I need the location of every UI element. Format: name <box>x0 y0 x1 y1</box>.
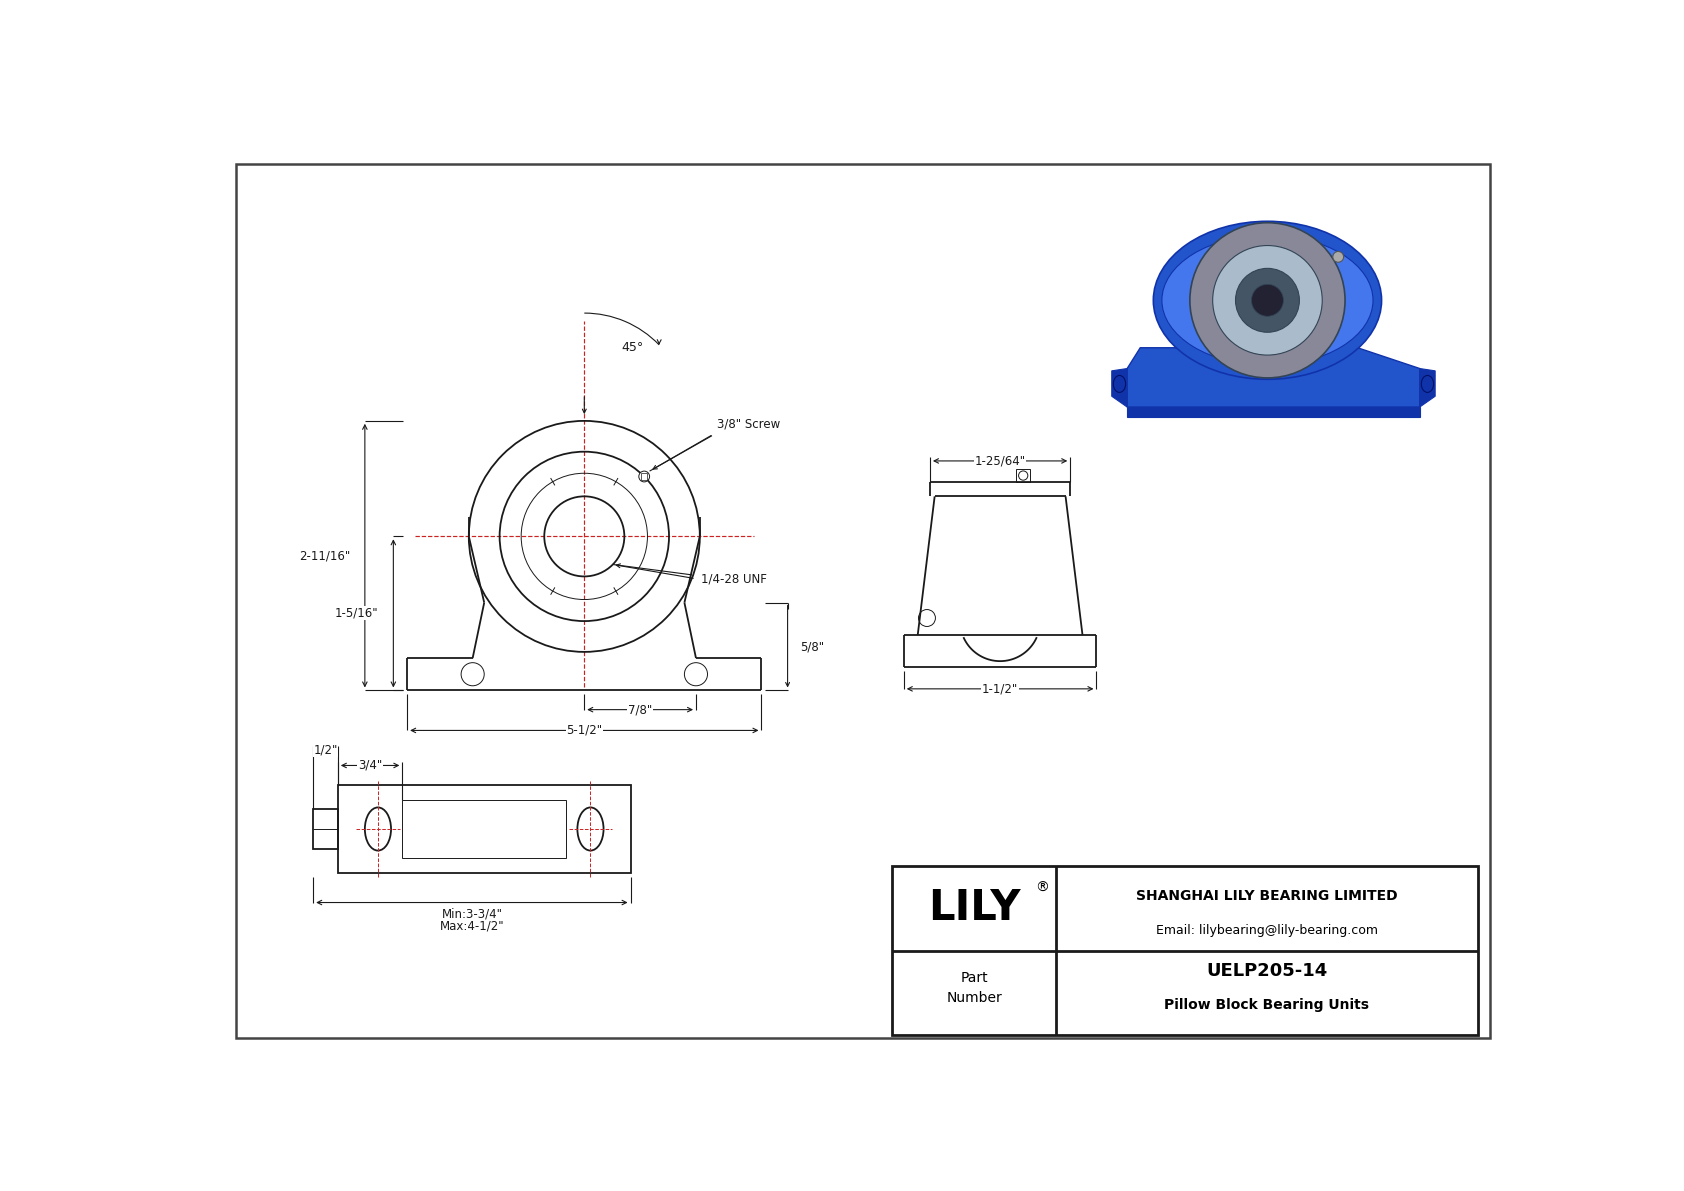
Text: 1/4-28 UNF: 1/4-28 UNF <box>701 572 768 585</box>
Text: 1-5/16": 1-5/16" <box>335 607 379 619</box>
Text: 45°: 45° <box>621 341 643 354</box>
Polygon shape <box>1420 368 1435 407</box>
Ellipse shape <box>1154 222 1381 379</box>
Circle shape <box>1332 251 1344 262</box>
Text: 1-1/2": 1-1/2" <box>982 682 1019 696</box>
Text: ®: ® <box>1036 881 1049 894</box>
Text: UELP205-14: UELP205-14 <box>1206 962 1327 980</box>
Text: 2-11/16": 2-11/16" <box>300 549 350 562</box>
Bar <box>1120 210 1428 425</box>
Text: 3/8" Screw: 3/8" Screw <box>717 417 781 430</box>
Ellipse shape <box>1113 375 1125 392</box>
Ellipse shape <box>1162 235 1372 366</box>
Text: LILY: LILY <box>928 887 1021 929</box>
Circle shape <box>1191 223 1346 378</box>
Ellipse shape <box>1421 375 1433 392</box>
Bar <box>402 800 566 858</box>
Bar <box>313 809 338 849</box>
Text: Part
Number: Part Number <box>946 971 1002 1005</box>
Bar <box>338 785 630 873</box>
Text: Pillow Block Bearing Units: Pillow Block Bearing Units <box>1164 998 1369 1012</box>
Bar <box>642 473 647 480</box>
Polygon shape <box>1127 348 1420 407</box>
Text: SHANGHAI LILY BEARING LIMITED: SHANGHAI LILY BEARING LIMITED <box>1137 890 1398 904</box>
Text: 5-1/2": 5-1/2" <box>566 724 603 737</box>
Circle shape <box>1212 245 1322 355</box>
Text: Min:3-3/4": Min:3-3/4" <box>441 908 502 921</box>
Text: 7/8": 7/8" <box>628 703 652 716</box>
Bar <box>893 866 1477 1035</box>
Circle shape <box>638 472 650 482</box>
Polygon shape <box>1111 368 1127 407</box>
Text: 1-25/64": 1-25/64" <box>975 455 1026 467</box>
Polygon shape <box>1127 407 1420 417</box>
Text: 5/8": 5/8" <box>800 640 823 653</box>
Text: 1/2": 1/2" <box>313 743 338 756</box>
Circle shape <box>1251 285 1283 317</box>
Text: Email: lilybearing@lily-bearing.com: Email: lilybearing@lily-bearing.com <box>1155 924 1378 937</box>
Circle shape <box>1236 268 1300 332</box>
Bar <box>1015 468 1031 482</box>
Text: Max:4-1/2": Max:4-1/2" <box>440 919 504 933</box>
Text: 3/4": 3/4" <box>359 759 382 772</box>
